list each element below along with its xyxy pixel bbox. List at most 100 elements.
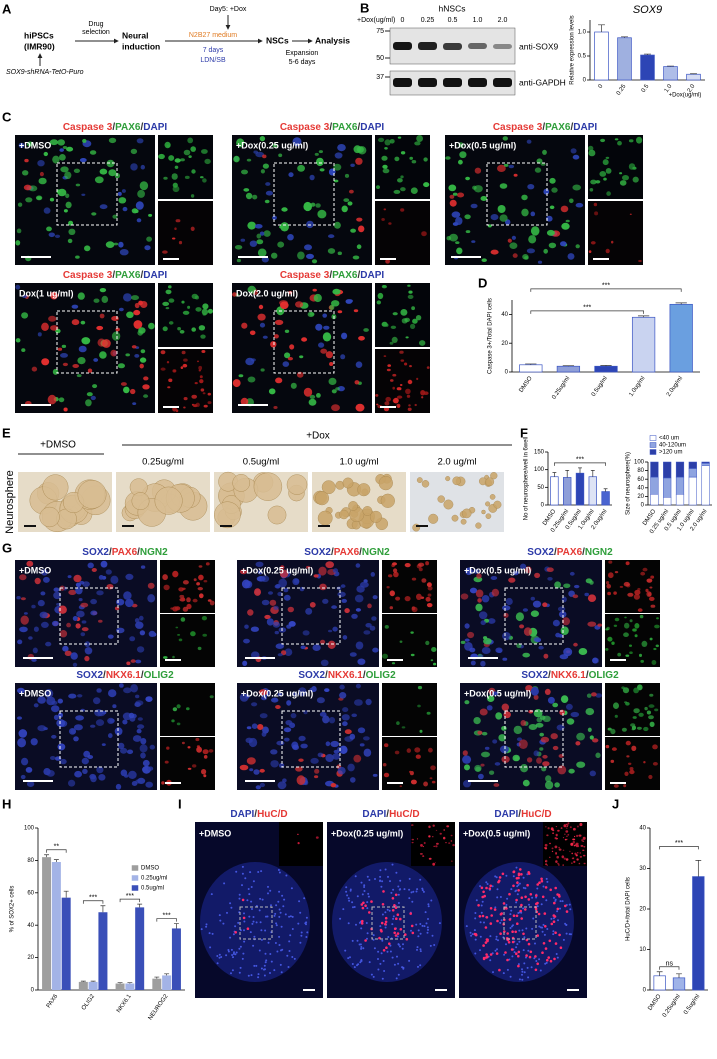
nucleus (393, 963, 396, 966)
cell (180, 617, 186, 622)
x-tick-label: 1.0ug/ml (628, 376, 646, 398)
huc-cell (512, 914, 516, 917)
condition-label: +Dox(0.5 ug/ml) (449, 140, 516, 150)
cell (614, 617, 620, 622)
cell (501, 726, 507, 731)
zoom-box (59, 710, 119, 768)
nucleus (363, 890, 366, 892)
cell (576, 852, 579, 854)
cell (96, 590, 104, 596)
nucleus (280, 925, 283, 928)
stain-label: SOX2/NKX6.1/OLIG2 (298, 670, 396, 681)
cell (241, 169, 248, 175)
x-tick-label: 2.0 (687, 83, 697, 94)
x-tick-label: 2.0ug/ml (666, 376, 684, 398)
cell (265, 182, 271, 186)
cell (411, 841, 414, 844)
cell (306, 253, 314, 259)
separator: / (141, 670, 144, 681)
nucleus (494, 949, 497, 952)
cell (352, 255, 360, 260)
nucleus (269, 953, 272, 955)
cell (559, 709, 565, 716)
cell (481, 258, 487, 263)
cell (98, 575, 104, 580)
cell (456, 247, 463, 255)
cell (259, 136, 266, 142)
nucleus (523, 962, 526, 965)
construct: SOX9-shRNA-TetO-Puro (6, 69, 84, 76)
nucleus (359, 961, 362, 964)
cell (64, 171, 72, 180)
cell (38, 177, 47, 185)
cell (435, 845, 438, 848)
cell (396, 721, 400, 725)
y-axis-label: Caspase 3+/Total DAPI cells (488, 298, 494, 374)
cell (20, 597, 26, 601)
cell (411, 306, 415, 311)
cell (45, 641, 52, 647)
cell (369, 625, 376, 631)
inhibitors: LDN/SB (200, 57, 226, 64)
cell (418, 562, 425, 567)
cell (429, 777, 433, 780)
huc-cell (564, 904, 567, 908)
nucleus (273, 969, 276, 972)
cell (249, 330, 256, 336)
nucleus (250, 900, 253, 903)
cell (404, 563, 411, 568)
cell (75, 586, 83, 595)
cell (343, 198, 350, 203)
y-tick-label: 150 (534, 450, 545, 456)
cell (195, 402, 200, 407)
separator: / (112, 122, 115, 133)
cell (31, 658, 37, 662)
nucleus (410, 891, 413, 894)
cell (80, 320, 86, 325)
cell (561, 596, 567, 603)
cell (201, 149, 208, 154)
cell (130, 388, 136, 395)
nucleus (506, 897, 509, 900)
cell (292, 578, 300, 586)
cell (489, 770, 495, 775)
cell (287, 606, 294, 613)
nucleus (257, 871, 260, 873)
cell (555, 853, 557, 855)
cell (253, 769, 260, 775)
cell (283, 594, 291, 601)
cell (526, 248, 536, 254)
side-label: Neurosphere (4, 470, 16, 534)
huc-cell (411, 931, 415, 935)
legend-swatch (131, 865, 139, 871)
y-axis-label: HuC/D+/total DAPI cells (626, 877, 632, 941)
cell (163, 176, 168, 180)
cell (561, 222, 570, 230)
cell (340, 354, 346, 360)
cell (53, 591, 62, 600)
nucleus (368, 879, 371, 881)
nucleus (522, 949, 525, 952)
cell (645, 588, 649, 593)
micrograph (382, 737, 437, 790)
cell (407, 294, 414, 299)
cell (535, 722, 544, 728)
cell (332, 753, 341, 760)
cell (112, 214, 118, 219)
cell (605, 156, 610, 159)
separator: / (359, 547, 362, 558)
neurosphere (493, 500, 502, 509)
cell (85, 399, 92, 407)
cell (385, 396, 392, 402)
stain-name: NKX6.1 (106, 670, 141, 681)
cell (291, 691, 298, 697)
stain-label: DAPI/HuC/D (362, 809, 419, 820)
cell (472, 569, 480, 574)
cell (411, 606, 418, 613)
huc-cell (489, 953, 493, 956)
cell (512, 253, 518, 258)
cell (393, 397, 399, 404)
stain-name: Caspase 3 (280, 122, 330, 133)
huc-cell (552, 920, 556, 923)
nucleus (356, 939, 359, 942)
